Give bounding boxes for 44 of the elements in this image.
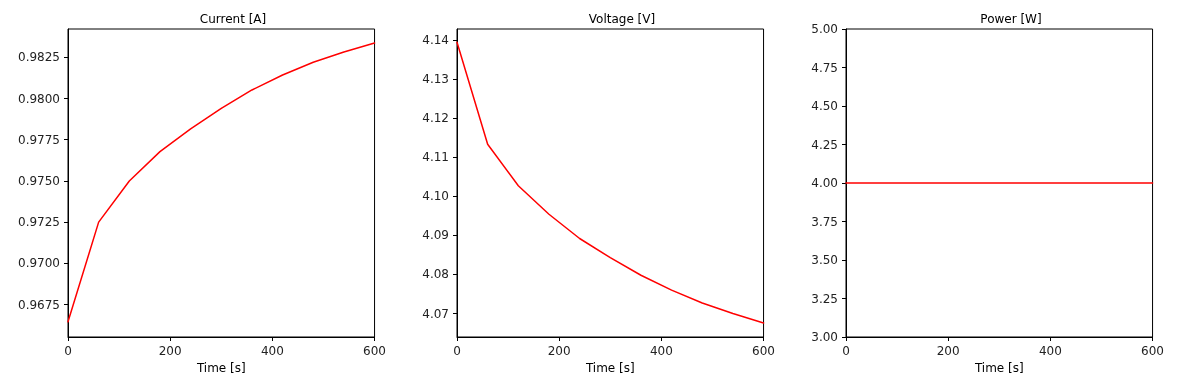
x-tick-label: 200: [547, 344, 571, 358]
y-tick-label: 3.75: [811, 214, 838, 229]
y-tick-label: 4.13: [422, 72, 449, 87]
y-tick-label: 4.08: [422, 267, 449, 282]
x-tick-label: 0: [842, 344, 850, 358]
x-axis-title: Time [s]: [584, 360, 635, 375]
y-tick-label: 4.12: [422, 111, 449, 126]
y-tick-label: 0.9725: [18, 215, 60, 230]
x-tick-label: 200: [158, 344, 182, 358]
y-tick-label: 4.09: [422, 228, 449, 243]
y-tick-label: 3.25: [811, 291, 838, 306]
y-tick-label: 0.9800: [18, 91, 60, 106]
chart-title: Power [W]: [980, 12, 1042, 26]
y-tick-label: 4.11: [422, 150, 449, 165]
x-tick-label: 400: [1038, 344, 1062, 358]
x-tick-label: 600: [752, 344, 775, 358]
y-tick-label: 0.9825: [18, 50, 60, 65]
chart-title: Current [A]: [199, 12, 267, 26]
chart-title: Voltage [V]: [588, 12, 656, 26]
y-tick-label: 4.14: [422, 32, 449, 47]
y-tick-label: 4.00: [811, 176, 838, 190]
y-tick-label: 0.9775: [18, 132, 60, 147]
line-series: [67, 42, 376, 323]
x-tick-label: 400: [649, 344, 673, 358]
line-series: [456, 41, 765, 324]
y-tick-label: 0.9700: [18, 256, 60, 271]
x-tick-label: 600: [1141, 344, 1164, 358]
x-axis-title: Time [s]: [195, 360, 246, 375]
y-tick-label: 4.10: [422, 189, 449, 204]
y-tick-label: 3.50: [811, 253, 838, 267]
y-tick-label: 3.00: [811, 330, 838, 344]
y-tick-label: 0.9675: [18, 297, 60, 312]
y-tick-label: 4.50: [811, 99, 838, 113]
y-tick-label: 4.25: [811, 137, 838, 152]
x-tick-label: 0: [64, 344, 72, 358]
y-tick-label: 4.75: [811, 60, 838, 75]
x-tick-label: 400: [260, 344, 284, 358]
x-tick-label: 600: [363, 344, 386, 358]
y-tick-label: 4.07: [422, 306, 449, 321]
x-tick-label: 0: [453, 344, 461, 358]
y-tick-label: 0.9750: [18, 173, 60, 188]
x-axis-title: Time [s]: [973, 360, 1024, 375]
y-tick-label: 5.00: [811, 22, 838, 36]
x-tick-label: 200: [936, 344, 960, 358]
